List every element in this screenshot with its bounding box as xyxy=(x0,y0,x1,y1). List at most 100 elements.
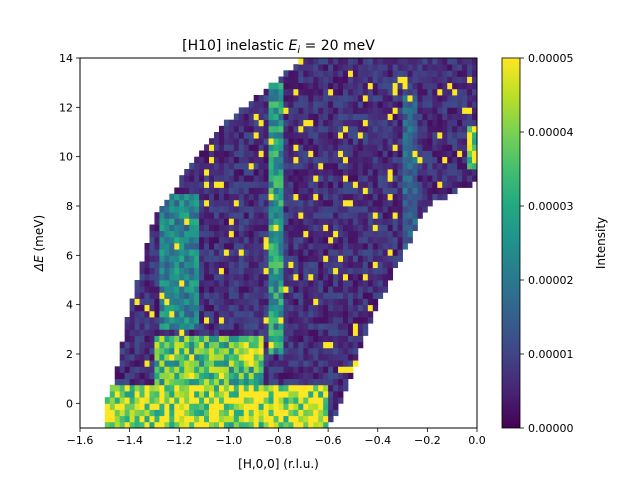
heatmap-cell xyxy=(164,397,170,404)
heatmap-cell xyxy=(407,107,413,114)
heatmap-cell xyxy=(298,255,304,262)
heatmap-cell xyxy=(273,243,279,250)
heatmap-cell xyxy=(288,187,294,195)
heatmap-cell xyxy=(387,261,394,269)
heatmap-cell xyxy=(189,403,195,410)
heatmap-cell xyxy=(293,119,299,127)
heatmap-cell xyxy=(308,286,314,293)
heatmap-cell xyxy=(357,138,364,145)
heatmap-cell xyxy=(362,76,369,84)
heatmap-cell xyxy=(407,156,413,164)
heatmap-cell xyxy=(392,193,398,201)
heatmap-cell xyxy=(228,403,235,410)
heatmap-cell xyxy=(357,162,364,170)
heatmap-cell xyxy=(278,138,284,145)
heatmap-cell xyxy=(258,341,265,349)
heatmap-cell xyxy=(273,199,279,207)
heatmap-cell xyxy=(253,317,260,324)
heatmap-cell xyxy=(298,384,304,392)
heatmap-cell xyxy=(223,366,230,373)
heatmap-cell xyxy=(397,162,403,170)
heatmap-cell xyxy=(174,310,180,318)
heatmap-cell xyxy=(209,415,215,423)
heatmap-cell xyxy=(372,224,379,232)
heatmap-cell xyxy=(268,317,274,324)
heatmap-cell xyxy=(273,261,279,269)
heatmap-cell xyxy=(407,181,413,188)
heatmap-cell xyxy=(149,403,155,410)
heatmap-cell xyxy=(298,298,304,306)
heatmap-cell xyxy=(144,267,150,275)
heatmap-cell xyxy=(293,206,299,213)
heatmap-cell xyxy=(263,162,269,170)
heatmap-cell xyxy=(223,354,230,361)
heatmap-cell xyxy=(184,384,190,392)
heatmap-cell xyxy=(318,119,324,127)
heatmap-cell xyxy=(313,82,319,90)
heatmap-cell xyxy=(328,317,334,324)
heatmap-cell xyxy=(323,323,329,330)
heatmap-cell xyxy=(313,125,319,133)
heatmap-cell xyxy=(298,199,304,207)
heatmap-cell xyxy=(328,323,334,330)
heatmap-cell xyxy=(194,162,200,170)
heatmap-cell xyxy=(204,230,210,238)
heatmap-cell xyxy=(213,187,220,195)
heatmap-cell xyxy=(437,132,443,139)
heatmap-cell xyxy=(467,101,473,108)
heatmap-cell xyxy=(392,243,398,250)
heatmap-cell xyxy=(194,421,200,429)
heatmap-cell xyxy=(149,292,155,299)
heatmap-cell xyxy=(303,335,309,343)
heatmap-cell xyxy=(209,384,215,392)
heatmap-cell xyxy=(372,181,379,188)
heatmap-cell xyxy=(338,101,344,108)
heatmap-cell xyxy=(218,329,225,336)
heatmap-cell xyxy=(293,82,299,90)
heatmap-cell xyxy=(397,107,403,114)
heatmap-cell xyxy=(313,261,319,269)
heatmap-cell xyxy=(179,347,185,355)
heatmap-cell xyxy=(258,107,265,114)
heatmap-cell xyxy=(228,267,235,275)
heatmap-cell xyxy=(194,175,200,182)
heatmap-cell xyxy=(422,175,428,182)
heatmap-cell xyxy=(228,255,235,262)
heatmap-cell xyxy=(362,224,369,232)
heatmap-cell xyxy=(377,70,384,77)
heatmap-cell xyxy=(387,193,394,201)
heatmap-cell xyxy=(347,187,354,195)
heatmap-cell xyxy=(338,150,344,158)
heatmap-cell xyxy=(204,323,210,330)
heatmap-cell xyxy=(447,58,453,65)
heatmap-cell xyxy=(243,199,250,207)
heatmap-cell xyxy=(407,132,413,139)
heatmap-cell xyxy=(109,384,116,392)
heatmap-cell xyxy=(407,206,413,213)
heatmap-cell xyxy=(437,193,443,201)
heatmap-cell xyxy=(347,360,354,367)
heatmap-cell xyxy=(253,354,260,361)
heatmap-cell xyxy=(352,360,359,367)
heatmap-cell xyxy=(333,107,339,114)
heatmap-cell xyxy=(194,292,200,299)
heatmap-cell xyxy=(402,119,408,127)
heatmap-cell xyxy=(209,378,215,386)
heatmap-cell xyxy=(338,329,344,336)
heatmap-cell xyxy=(333,101,339,108)
heatmap-cell xyxy=(402,230,408,238)
heatmap-cell xyxy=(367,156,374,164)
heatmap-cell xyxy=(258,391,265,398)
heatmap-cell xyxy=(338,169,344,176)
heatmap-cell xyxy=(144,273,150,281)
heatmap-cell xyxy=(243,187,250,195)
heatmap-cell xyxy=(372,286,379,293)
heatmap-cell xyxy=(144,372,150,380)
heatmap-cell xyxy=(397,113,403,121)
heatmap-cell xyxy=(258,95,265,102)
heatmap-cell xyxy=(293,378,299,386)
heatmap-cell xyxy=(238,280,245,287)
heatmap-cell xyxy=(472,70,478,77)
heatmap-cell xyxy=(258,403,265,410)
heatmap-cell xyxy=(184,378,190,386)
